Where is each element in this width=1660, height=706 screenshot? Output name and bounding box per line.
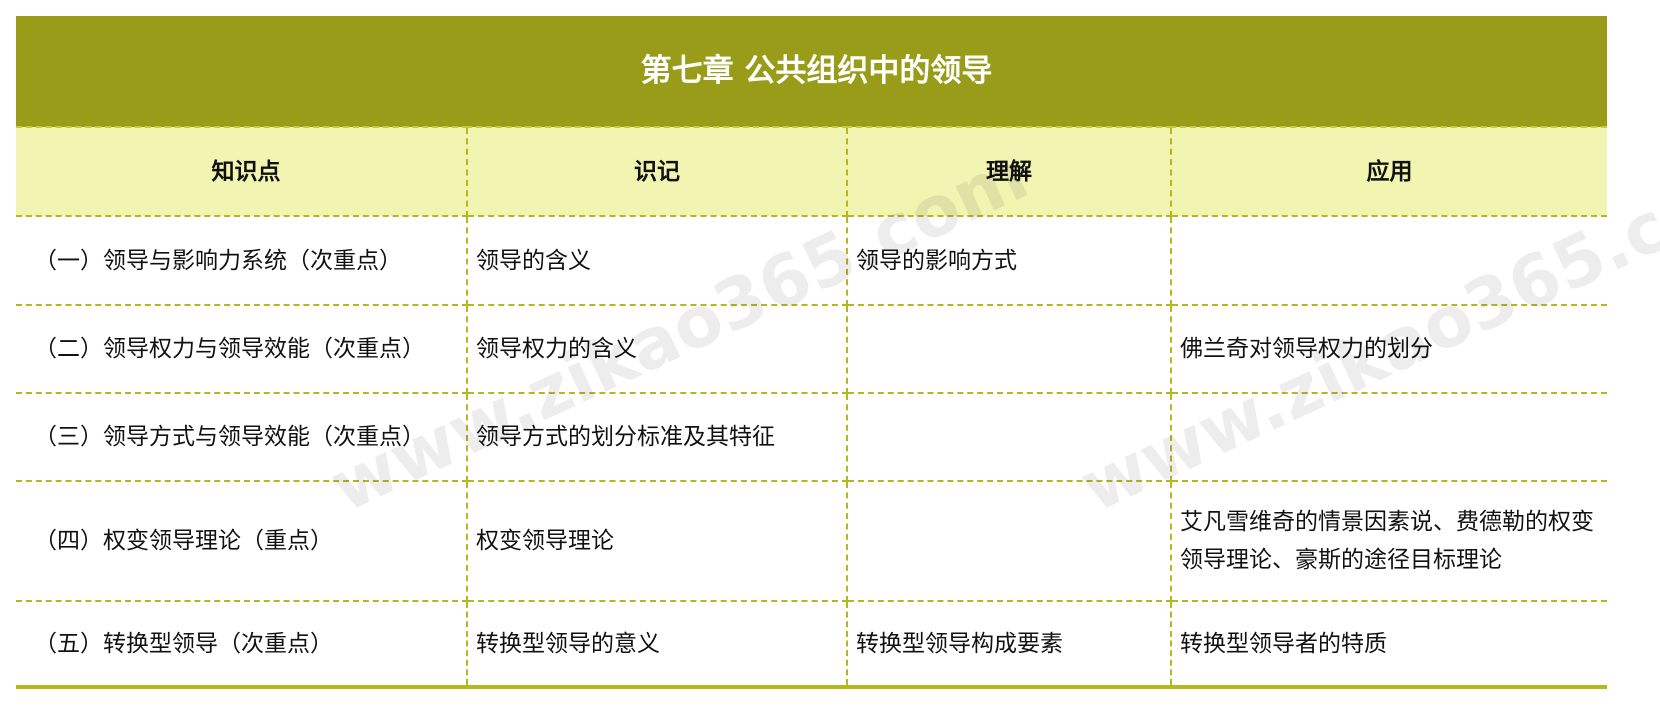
cell: （三）领导方式与领导效能（次重点）	[16, 392, 468, 482]
cell: （五）转换型领导（次重点）	[16, 600, 468, 688]
cell: （四）权变领导理论（重点）	[16, 480, 468, 602]
header-apply: 应用	[1169, 126, 1608, 217]
table-row: （一）领导与影响力系统（次重点） 领导的含义 领导的影响方式	[16, 215, 1608, 306]
cell	[1169, 215, 1608, 306]
cell: 领导方式的划分标准及其特征	[466, 392, 848, 482]
cell	[846, 392, 1172, 482]
header-knowledge-point: 知识点	[16, 126, 468, 217]
cell: 艾凡雪维奇的情景因素说、费德勒的权变领导理论、豪斯的途径目标理论	[1169, 480, 1608, 602]
cell: （一）领导与影响力系统（次重点）	[16, 215, 468, 306]
cell: （二）领导权力与领导效能（次重点）	[16, 304, 468, 394]
cell: 领导的影响方式	[846, 215, 1172, 306]
cell	[846, 480, 1172, 602]
cell: 领导的含义	[466, 215, 848, 306]
cell: 权变领导理论	[466, 480, 848, 602]
cell: 转换型领导者的特质	[1169, 600, 1608, 688]
cell	[846, 304, 1172, 394]
table-row: （四）权变领导理论（重点） 权变领导理论 艾凡雪维奇的情景因素说、费德勒的权变领导理…	[16, 480, 1608, 602]
table-row: （五）转换型领导（次重点） 转换型领导的意义 转换型领导构成要素 转换型领导者的特质	[16, 600, 1608, 688]
table-row: （二）领导权力与领导效能（次重点） 领导权力的含义 佛兰奇对领导权力的划分	[16, 304, 1608, 394]
chapter-title: 第七章 公共组织中的领导	[16, 16, 1608, 128]
header-memorize: 识记	[466, 126, 848, 217]
cell	[1169, 392, 1608, 482]
cell: 佛兰奇对领导权力的划分	[1169, 304, 1608, 394]
knowledge-table: 第七章 公共组织中的领导 知识点 识记 理解 应用 （一）领导与影响力系统（次重…	[16, 16, 1608, 689]
cell: 转换型领导的意义	[466, 600, 848, 688]
header-understand: 理解	[846, 126, 1172, 217]
cell: 转换型领导构成要素	[846, 600, 1172, 688]
cell: 领导权力的含义	[466, 304, 848, 394]
table-row: （三）领导方式与领导效能（次重点） 领导方式的划分标准及其特征	[16, 392, 1608, 482]
